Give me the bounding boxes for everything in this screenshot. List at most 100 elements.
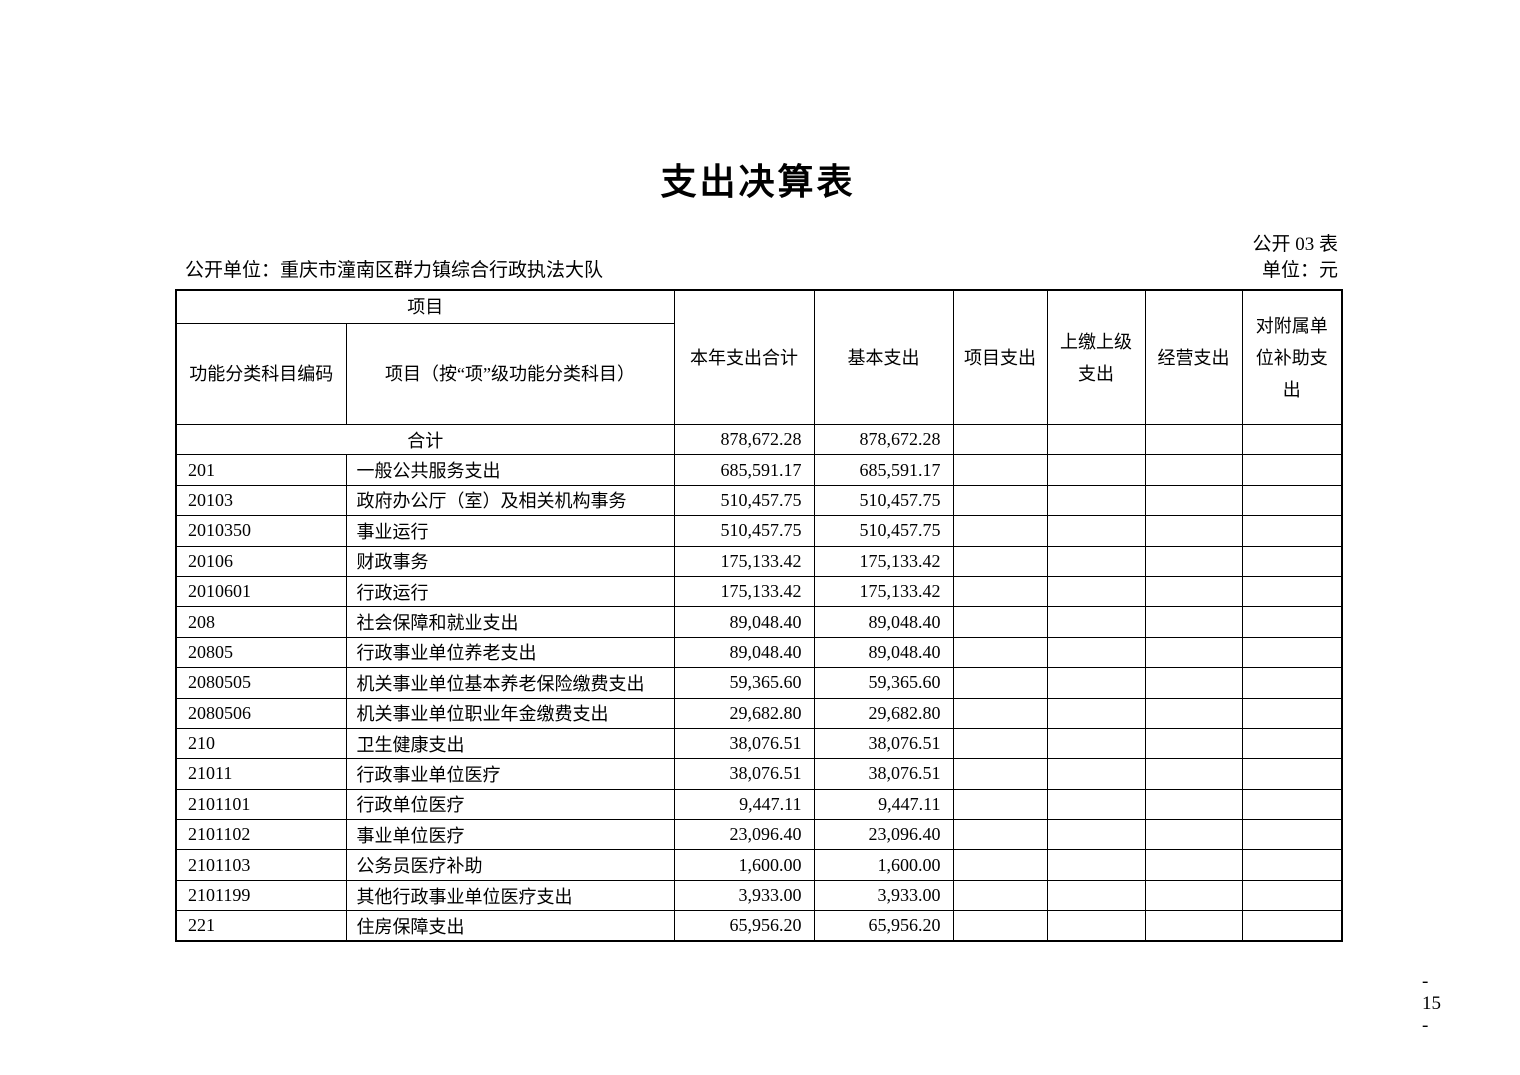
table-code-label: 公开 03 表 — [1252, 234, 1338, 255]
row-project-expense — [952, 484, 1048, 517]
row-item: 行政事业单位医疗 — [345, 758, 675, 790]
row-code: 20805 — [175, 636, 347, 669]
row-upper-level — [1046, 454, 1146, 486]
expenditure-table: 项目 本年支出合计 基本支出 项目支出 上缴上级支出 经营支出 对附属单位补助支… — [175, 289, 1343, 943]
row-code: 221 — [175, 910, 347, 942]
row-year-total: 510,457.75 — [673, 484, 815, 517]
row-upper-level — [1046, 758, 1146, 790]
row-operating — [1144, 606, 1243, 638]
row-item: 公务员医疗补助 — [345, 849, 675, 881]
row-code: 2101103 — [175, 849, 347, 881]
row-operating — [1144, 758, 1243, 790]
row-upper-level — [1046, 819, 1146, 851]
header-code: 功能分类科目编码 — [175, 323, 347, 425]
header-year-total: 本年支出合计 — [673, 289, 815, 425]
row-code: 2101199 — [175, 879, 347, 912]
table-row: 2010601 行政运行 175,133.42 175,133.42 — [175, 575, 1343, 608]
row-basic: 175,133.42 — [813, 575, 954, 608]
table-row: 2080505 机关事业单位基本养老保险缴费支出 59,365.60 59,365.6… — [175, 667, 1343, 699]
row-basic: 1,600.00 — [813, 849, 954, 881]
row-code: 2080505 — [175, 667, 347, 699]
row-basic: 65,956.20 — [813, 910, 954, 942]
row-upper-level — [1046, 849, 1146, 881]
row-item: 机关事业单位职业年金缴费支出 — [345, 697, 675, 729]
row-code: 2080506 — [175, 697, 347, 729]
row-year-total: 685,591.17 — [673, 454, 815, 486]
row-subsidy — [1241, 788, 1343, 821]
header-project-group: 项目 — [175, 289, 675, 324]
table-row: 2010350 事业运行 510,457.75 510,457.75 — [175, 515, 1343, 547]
page-title: 支出决算表 — [660, 162, 856, 202]
row-subsidy — [1241, 727, 1343, 760]
table-row: 20103 政府办公厅（室）及相关机构事务 510,457.75 510,457.75 — [175, 484, 1343, 517]
table-row: 2101101 行政单位医疗 9,447.11 9,447.11 — [175, 788, 1343, 821]
row-year-total: 175,133.42 — [673, 575, 815, 608]
row-subsidy — [1241, 636, 1343, 669]
row-basic: 89,048.40 — [813, 636, 954, 669]
row-project-expense — [952, 849, 1048, 881]
row-item-merged: 合计 — [175, 423, 675, 456]
table-row: 合计 878,672.28 878,672.28 — [175, 423, 1343, 456]
row-item: 机关事业单位基本养老保险缴费支出 — [345, 667, 675, 699]
row-basic: 685,591.17 — [813, 454, 954, 486]
table-body: 合计 878,672.28 878,672.28 201 一般公共服务支出 685,591… — [175, 423, 1343, 942]
row-item: 行政单位医疗 — [345, 788, 675, 821]
row-code: 2101101 — [175, 788, 347, 821]
row-operating — [1144, 454, 1243, 486]
row-operating — [1144, 423, 1243, 456]
row-basic: 510,457.75 — [813, 515, 954, 547]
header-item: 项目（按“项”级功能分类科目） — [345, 323, 675, 425]
row-operating — [1144, 727, 1243, 760]
row-upper-level — [1046, 606, 1146, 638]
row-upper-level — [1046, 697, 1146, 729]
row-year-total: 89,048.40 — [673, 606, 815, 638]
row-code: 2101102 — [175, 819, 347, 851]
row-year-total: 38,076.51 — [673, 758, 815, 790]
row-item: 事业运行 — [345, 515, 675, 547]
table-row: 2101102 事业单位医疗 23,096.40 23,096.40 — [175, 819, 1343, 851]
row-upper-level — [1046, 515, 1146, 547]
row-subsidy — [1241, 423, 1343, 456]
row-year-total: 1,600.00 — [673, 849, 815, 881]
row-code: 20106 — [175, 545, 347, 577]
row-subsidy — [1241, 484, 1343, 517]
row-upper-level — [1046, 667, 1146, 699]
row-subsidy — [1241, 910, 1343, 942]
row-operating — [1144, 636, 1243, 669]
row-operating — [1144, 697, 1243, 729]
table-row: 21011 行政事业单位医疗 38,076.51 38,076.51 — [175, 758, 1343, 790]
table-row: 2080506 机关事业单位职业年金缴费支出 29,682.80 29,682.80 — [175, 697, 1343, 729]
row-operating — [1144, 879, 1243, 912]
row-basic: 3,933.00 — [813, 879, 954, 912]
row-operating — [1144, 484, 1243, 517]
table-row: 208 社会保障和就业支出 89,048.40 89,048.40 — [175, 606, 1343, 638]
table-row: 20106 财政事务 175,133.42 175,133.42 — [175, 545, 1343, 577]
row-subsidy — [1241, 758, 1343, 790]
row-subsidy — [1241, 849, 1343, 881]
row-project-expense — [952, 606, 1048, 638]
row-project-expense — [952, 636, 1048, 669]
row-operating — [1144, 788, 1243, 821]
row-subsidy — [1241, 575, 1343, 608]
row-project-expense — [952, 423, 1048, 456]
row-project-expense — [952, 910, 1048, 942]
row-item: 其他行政事业单位医疗支出 — [345, 879, 675, 912]
currency-unit-label: 单位：元 — [1261, 260, 1338, 281]
table-row: 2101103 公务员医疗补助 1,600.00 1,600.00 — [175, 849, 1343, 881]
row-subsidy — [1241, 606, 1343, 638]
row-subsidy — [1241, 667, 1343, 699]
row-project-expense — [952, 879, 1048, 912]
row-operating — [1144, 575, 1243, 608]
row-basic: 89,048.40 — [813, 606, 954, 638]
header-upper-level: 上缴上级支出 — [1046, 289, 1146, 425]
row-year-total: 89,048.40 — [673, 636, 815, 669]
row-year-total: 23,096.40 — [673, 819, 815, 851]
row-year-total: 510,457.75 — [673, 515, 815, 547]
page-number: - 15 - — [1422, 971, 1441, 1036]
row-code: 21011 — [175, 758, 347, 790]
row-item: 社会保障和就业支出 — [345, 606, 675, 638]
row-subsidy — [1241, 879, 1343, 912]
row-item: 一般公共服务支出 — [345, 454, 675, 486]
row-upper-level — [1046, 910, 1146, 942]
row-project-expense — [952, 697, 1048, 729]
